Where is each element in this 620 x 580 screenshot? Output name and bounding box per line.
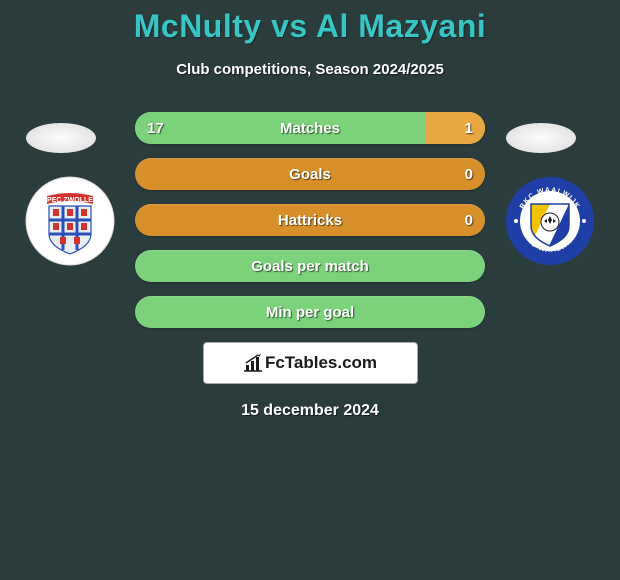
bar-value-right: 1 — [465, 120, 473, 137]
page-title: McNulty vs Al Mazyani — [0, 8, 620, 45]
bar-label: Goals — [289, 166, 331, 183]
bar-label: Goals per match — [251, 258, 369, 275]
stat-bar: 17 1 Matches — [135, 112, 485, 144]
bar-fill-right — [426, 112, 486, 144]
club-badge-right: RKC WAALWIJK RKC WAALWIJK — [505, 176, 595, 266]
bar-label: Hattricks — [278, 212, 342, 229]
stat-bar: Goals per match — [135, 250, 485, 282]
bar-value-right: 0 — [465, 212, 473, 229]
svg-text:PEC ZWOLLE: PEC ZWOLLE — [47, 197, 93, 204]
bar-value-right: 0 — [465, 166, 473, 183]
player-chip-left — [26, 123, 96, 153]
bar-value-left: 17 — [147, 120, 164, 137]
bar-label: Min per goal — [266, 304, 354, 321]
stat-bar: Min per goal — [135, 296, 485, 328]
date-text: 15 december 2024 — [0, 402, 620, 420]
bar-chart-icon — [243, 354, 263, 372]
bar-label: Matches — [280, 120, 340, 137]
player-chip-right — [506, 123, 576, 153]
branding-text: FcTables.com — [265, 353, 377, 373]
branding-box: FcTables.com — [203, 342, 418, 384]
subtitle: Club competitions, Season 2024/2025 — [0, 61, 620, 78]
stat-bar: 0 Hattricks — [135, 204, 485, 236]
stat-bar: 0 Goals — [135, 158, 485, 190]
stats-bars: 17 1 Matches 0 Goals 0 Hattricks Goals per matc… — [135, 112, 485, 328]
club-badge-left: PEC ZWOLLE — [25, 176, 115, 266]
